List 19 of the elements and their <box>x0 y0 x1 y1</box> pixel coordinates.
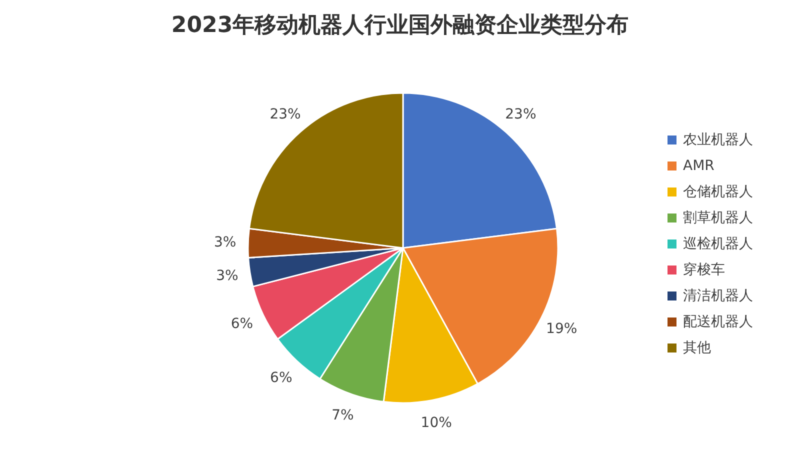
legend-label: 其他 <box>683 340 711 356</box>
legend-label: 配送机器人 <box>683 314 753 330</box>
legend-label: 割草机器人 <box>683 210 753 226</box>
data-label: 6% <box>230 316 254 332</box>
legend-label: 穿梭车 <box>683 262 725 278</box>
data-label: 10% <box>420 414 452 431</box>
data-label: 3% <box>216 268 238 284</box>
legend-label: 清洁机器人 <box>683 288 753 304</box>
legend-label: 农业机器人 <box>683 132 753 148</box>
data-label: 23% <box>505 106 536 122</box>
chart-title: 2023年移动机器人行业国外融资企业类型分布 <box>171 13 629 38</box>
legend-label: 巡检机器人 <box>683 236 753 252</box>
data-label: 7% <box>332 407 354 424</box>
data-label: 19% <box>546 320 578 337</box>
data-label: 3% <box>214 234 236 250</box>
legend-label: AMR <box>683 158 715 174</box>
data-label: 23% <box>270 106 301 122</box>
legend-label: 仓储机器人 <box>683 184 753 200</box>
data-label: 6% <box>270 370 292 386</box>
